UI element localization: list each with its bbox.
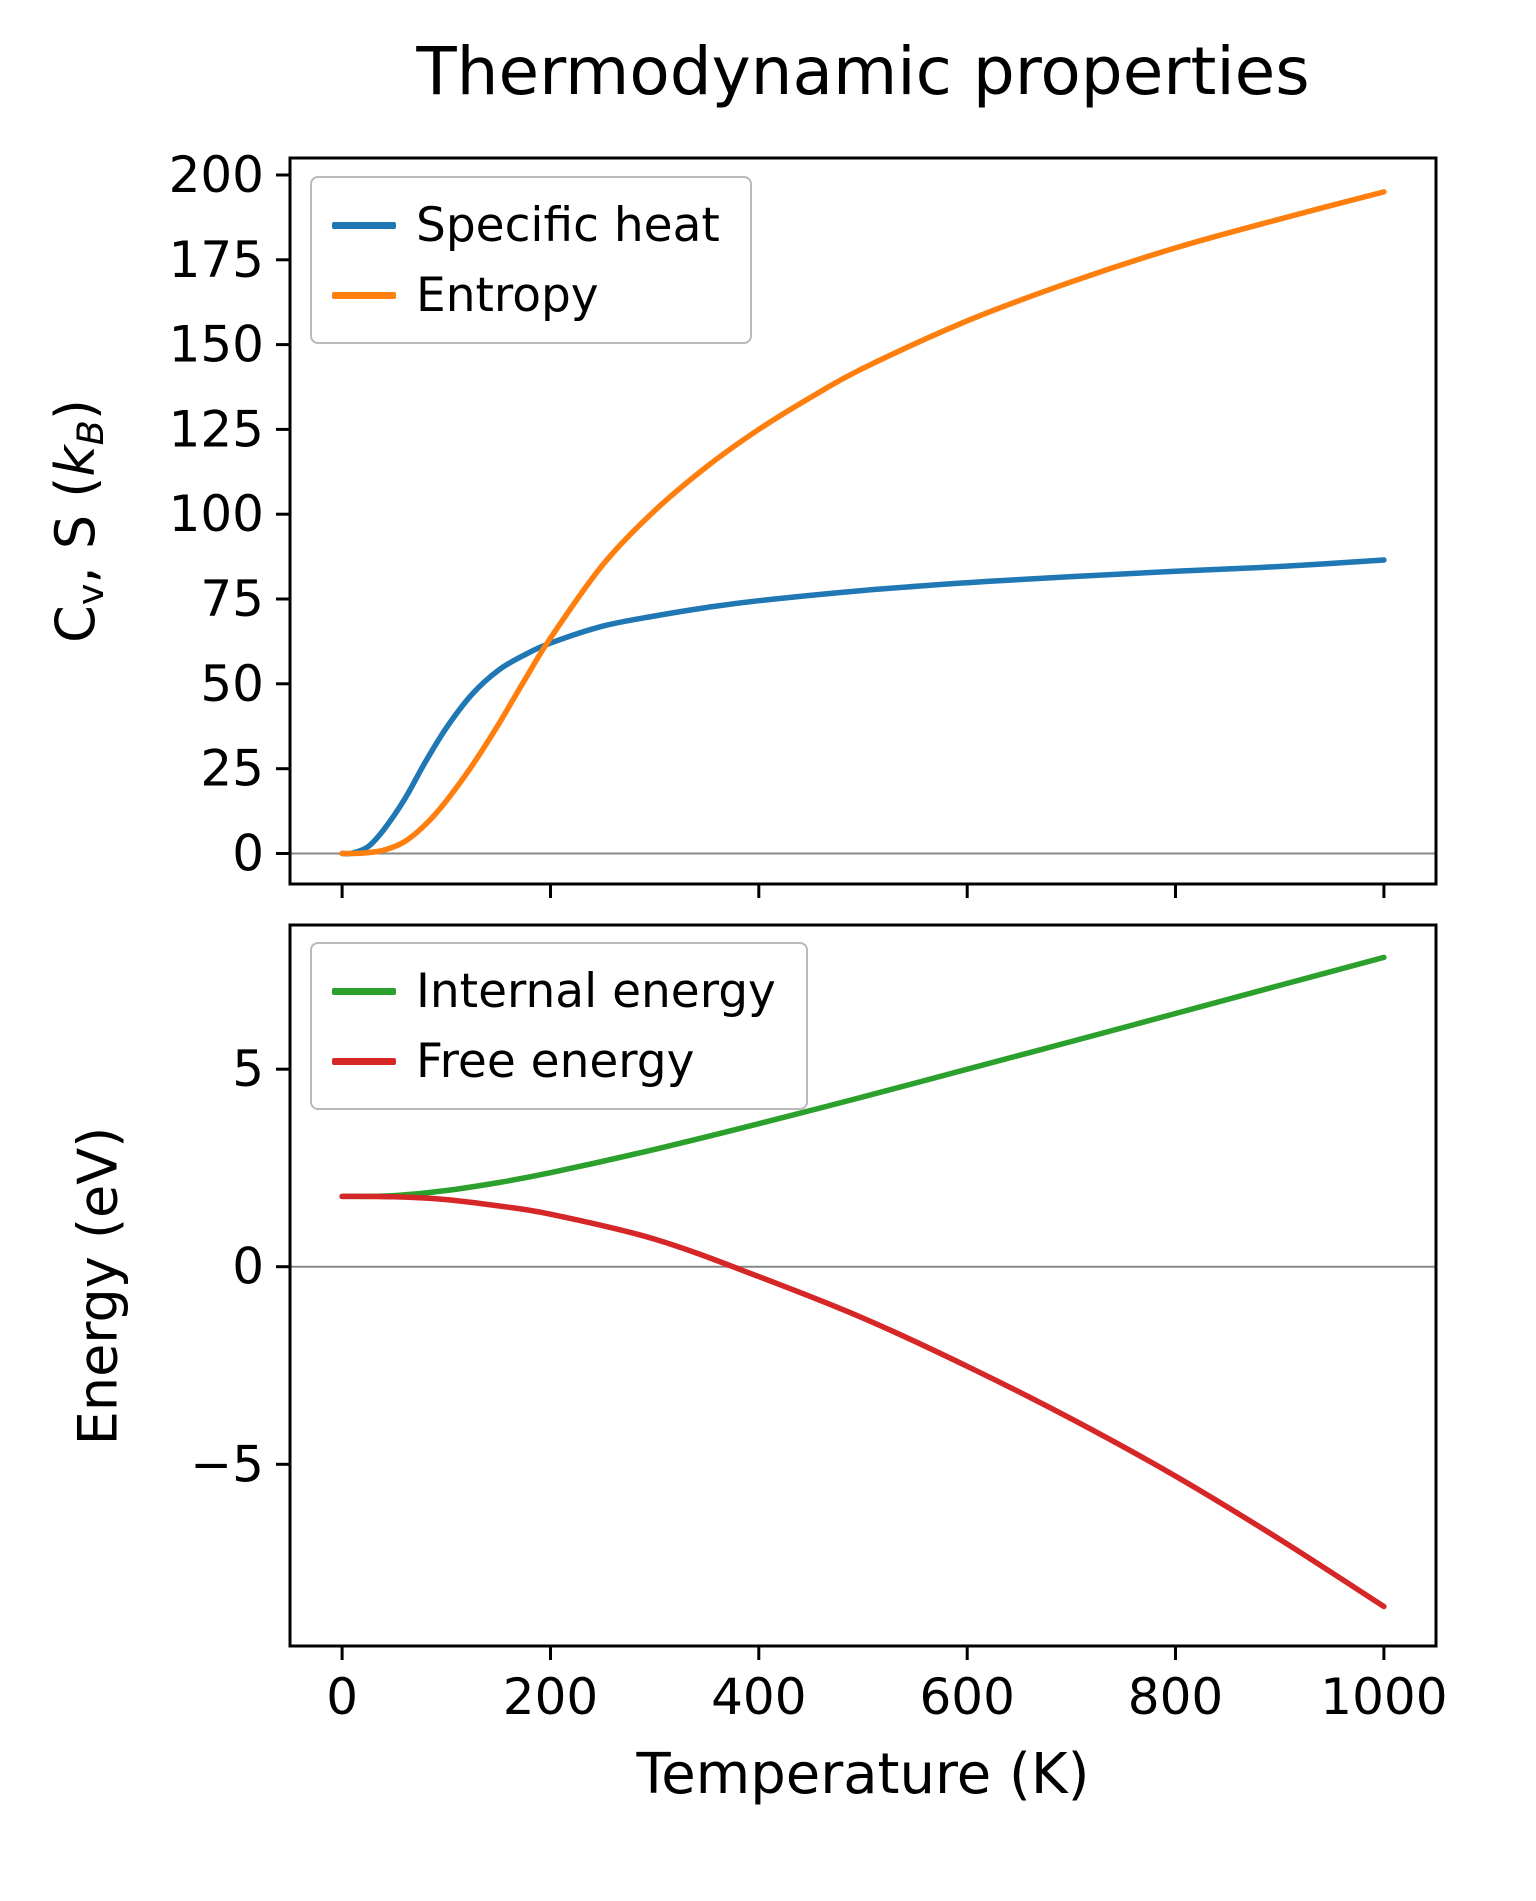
axes-frame: [288, 156, 1438, 886]
legend-label: Entropy: [416, 267, 599, 323]
legend-item-entropy: Entropy: [332, 264, 720, 326]
legend-item-specific-heat: Specific heat: [332, 194, 720, 256]
legend-item-free-energy: Free energy: [332, 1030, 776, 1092]
legend-line-swatch: [332, 1057, 396, 1065]
x-axis-label: Temperature (K): [636, 1742, 1090, 1807]
y-tick-label: 200: [169, 146, 264, 204]
y-tick-label: 100: [169, 485, 264, 543]
bottom-y-axis-label: Energy (eV): [67, 1127, 130, 1446]
series-line-specific-heat: [339, 557, 1387, 857]
legend-label: Internal energy: [416, 963, 776, 1019]
y-tick-label: 50: [200, 655, 264, 713]
legend-label: Free energy: [416, 1033, 695, 1089]
legend-label: Specific heat: [416, 197, 720, 253]
label-segment: C: [43, 605, 107, 643]
x-tick-label: 200: [503, 1668, 598, 1726]
axes-frame: [288, 923, 1438, 1648]
label-segment: B: [69, 420, 113, 446]
label-segment: k: [43, 445, 107, 477]
series-line-free-energy: [339, 1193, 1387, 1610]
x-tick-label: 400: [711, 1668, 806, 1726]
legend-item-internal-energy: Internal energy: [332, 960, 776, 1022]
legend: Internal energy Free energy: [310, 942, 808, 1110]
legend-line-swatch: [332, 291, 396, 299]
y-tick-label: −5: [190, 1435, 264, 1493]
legend-line-swatch: [332, 221, 396, 229]
label-segment: ): [43, 399, 107, 421]
x-tick-label: 0: [326, 1668, 358, 1726]
y-tick-label: 5: [232, 1040, 264, 1098]
x-tick-label: 600: [919, 1668, 1014, 1726]
series-line-internal-energy: [339, 954, 1387, 1200]
y-tick-label: 150: [169, 316, 264, 374]
legend-line-swatch: [332, 987, 396, 995]
y-tick-label: 25: [200, 740, 264, 798]
label-segment: , S (: [43, 476, 107, 584]
figure-title: Thermodynamic properties: [416, 33, 1310, 110]
y-tick-label: 0: [232, 1238, 264, 1296]
label-segment: Energy (eV): [66, 1126, 130, 1446]
label-segment: v: [69, 583, 113, 606]
series-line-entropy: [339, 189, 1387, 857]
y-tick-label: 125: [169, 400, 264, 458]
legend: Specific heat Entropy: [310, 176, 752, 344]
y-tick-label: 175: [169, 231, 264, 289]
y-tick-label: 0: [232, 825, 264, 883]
x-tick-label: 1000: [1320, 1668, 1447, 1726]
top-y-axis-label: Cv, S (kB): [44, 399, 112, 643]
y-tick-label: 75: [200, 570, 264, 628]
x-tick-label: 800: [1128, 1668, 1223, 1726]
